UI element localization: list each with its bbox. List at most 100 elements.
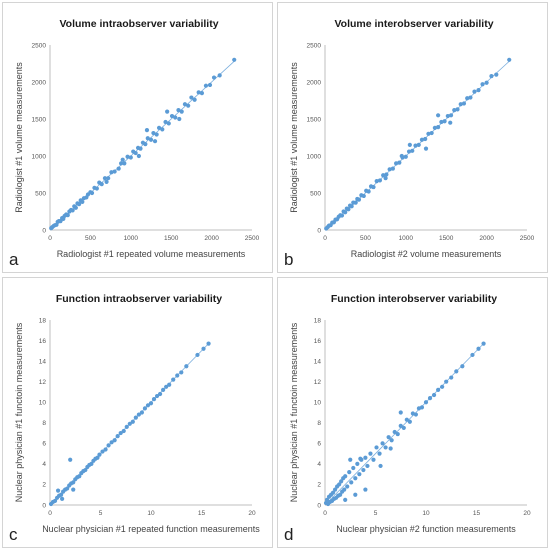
data-point xyxy=(120,157,125,162)
y-axis-label: Radiologist #1 volume measurements xyxy=(289,62,299,213)
x-tick-label: 10 xyxy=(422,510,430,517)
data-point xyxy=(116,166,121,171)
data-point xyxy=(142,406,148,411)
data-point xyxy=(398,423,403,428)
y-tick-label: 12 xyxy=(39,379,47,386)
data-point xyxy=(109,170,114,175)
data-point xyxy=(494,72,499,77)
data-point xyxy=(337,482,342,487)
panel-letter-d: d xyxy=(284,525,294,544)
data-point xyxy=(179,370,184,375)
data-point xyxy=(65,213,70,218)
data-point xyxy=(232,57,237,62)
data-point xyxy=(419,405,425,410)
data-point xyxy=(472,89,477,94)
data-point xyxy=(480,82,485,87)
data-point xyxy=(122,161,127,166)
data-point xyxy=(489,73,494,79)
data-point xyxy=(349,204,354,209)
x-tick-label: 0 xyxy=(323,235,327,242)
data-point xyxy=(392,429,397,435)
data-point xyxy=(118,430,123,436)
panel-letter-a: a xyxy=(9,250,19,269)
data-point xyxy=(89,190,95,196)
y-tick-label: 0 xyxy=(317,227,321,234)
data-point xyxy=(333,487,338,492)
data-point xyxy=(184,364,189,369)
y-tick-label: 14 xyxy=(39,358,47,365)
x-tick-label: 20 xyxy=(248,510,256,517)
data-point xyxy=(436,387,441,392)
data-point xyxy=(182,102,188,107)
chart-b: Volume interobserver variability 0 500 1000… xyxy=(289,18,535,259)
panel-letter-b: b xyxy=(284,250,294,269)
data-point xyxy=(470,352,475,358)
y-tick-label: 2 xyxy=(317,482,321,489)
data-point xyxy=(119,161,124,166)
data-point xyxy=(125,154,130,159)
data-point xyxy=(484,80,489,85)
y-tick-label: 2000 xyxy=(32,79,47,86)
y-axis-label: Radiologist #1 volume measurements xyxy=(14,62,24,213)
data-point xyxy=(211,75,217,80)
data-point xyxy=(381,173,386,178)
y-tick-label: 16 xyxy=(39,338,47,345)
data-point xyxy=(143,142,148,147)
data-point xyxy=(423,136,428,142)
data-point xyxy=(59,492,64,497)
data-point xyxy=(377,178,383,183)
x-tick-label: 1000 xyxy=(124,235,139,242)
y-tick-label: 500 xyxy=(310,190,321,197)
data-point xyxy=(349,480,354,485)
data-point xyxy=(416,142,421,147)
data-point xyxy=(343,474,348,479)
x-tick-label: 1000 xyxy=(399,235,414,242)
y-tick-label: 6 xyxy=(317,441,321,448)
data-point xyxy=(398,410,403,415)
data-point xyxy=(130,419,135,424)
data-point xyxy=(148,401,154,406)
data-point xyxy=(97,452,102,457)
data-point xyxy=(380,441,385,446)
data-point xyxy=(151,130,156,136)
data-point xyxy=(136,153,141,159)
data-point xyxy=(348,457,353,462)
y-tick-label: 2 xyxy=(42,482,46,489)
x-tick-label: 5 xyxy=(374,510,378,517)
data-point xyxy=(460,364,465,369)
x-axis-label: Radiologist #1 repeated volume measureme… xyxy=(57,249,246,259)
data-point xyxy=(152,139,158,144)
data-point xyxy=(104,179,109,184)
data-point xyxy=(366,189,371,194)
y-tick-label: 2000 xyxy=(307,79,322,86)
data-point xyxy=(426,131,431,136)
data-point xyxy=(363,487,368,492)
data-point xyxy=(343,210,348,215)
data-point xyxy=(387,167,392,172)
data-point xyxy=(157,391,163,397)
data-point xyxy=(342,487,347,492)
chart-c: Function intraobserver variability 0 5 10 15… xyxy=(14,293,260,534)
x-tick-label: 1500 xyxy=(439,235,454,242)
x-tick-label: 2000 xyxy=(204,235,219,242)
chart-title: Function intraobserver variability xyxy=(56,293,222,305)
x-tick-label: 0 xyxy=(48,510,52,517)
data-point xyxy=(65,486,70,491)
data-point xyxy=(383,445,388,450)
chart-a: Volume intraobserver variability 0 500 1000… xyxy=(14,18,260,259)
data-point xyxy=(461,101,467,106)
data-point xyxy=(339,479,344,484)
y-tick-label: 18 xyxy=(314,317,322,324)
trendline xyxy=(324,342,485,506)
data-point xyxy=(338,492,343,497)
x-axis-label: Nuclear physician #2 function measuremen… xyxy=(336,524,516,534)
y-tick-label: 8 xyxy=(42,420,46,427)
data-point xyxy=(455,107,460,112)
data-point xyxy=(448,113,454,118)
data-point xyxy=(419,137,425,142)
data-point xyxy=(80,199,85,204)
data-point xyxy=(99,182,104,187)
y-tick-label: 500 xyxy=(35,190,46,197)
data-point xyxy=(423,146,429,151)
data-point xyxy=(407,419,412,424)
